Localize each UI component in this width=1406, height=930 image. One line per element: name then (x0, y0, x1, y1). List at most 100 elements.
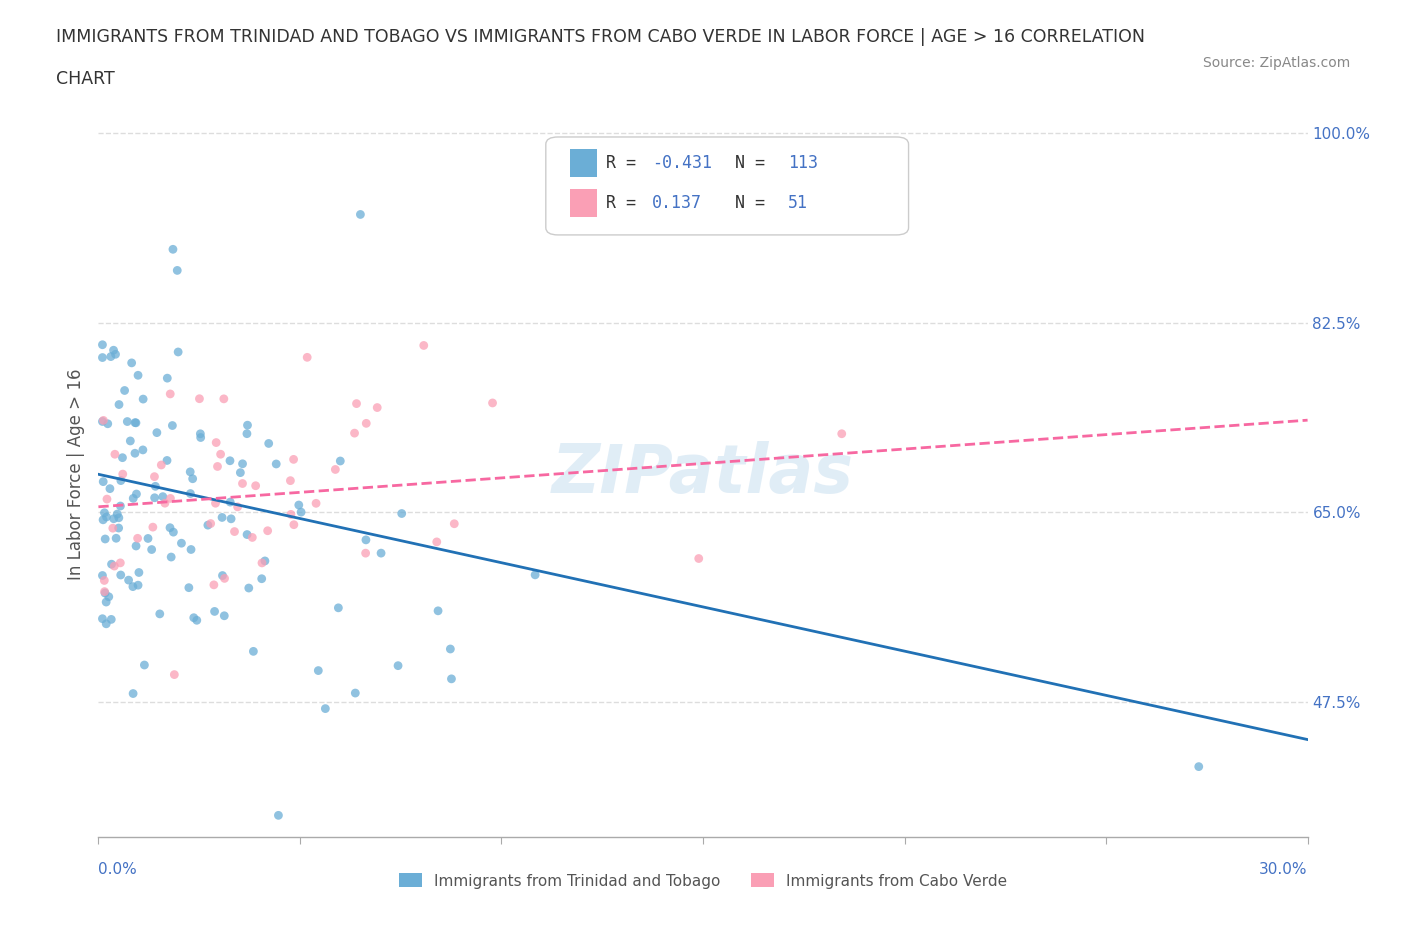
Immigrants from Trinidad and Tobago (117, 573, 139, 588)
Immigrants from Cabo Verde (205, 435, 228, 450)
Immigrants from Cabo Verde (111, 467, 134, 482)
Immigrants from Cabo Verde (231, 476, 253, 491)
Text: R =: R = (606, 154, 647, 172)
FancyBboxPatch shape (569, 150, 596, 177)
Text: 113: 113 (787, 154, 818, 172)
Immigrants from Trinidad and Tobago (439, 642, 461, 657)
Immigrants from Cabo Verde (283, 517, 305, 532)
Immigrants from Trinidad and Tobago (156, 371, 179, 386)
Immigrants from Cabo Verde (295, 350, 318, 365)
Immigrants from Trinidad and Tobago (127, 368, 149, 383)
Immigrants from Trinidad and Tobago (108, 397, 131, 412)
Immigrants from Trinidad and Tobago (91, 512, 114, 527)
Immigrants from Cabo Verde (103, 559, 125, 574)
Immigrants from Trinidad and Tobago (329, 454, 352, 469)
Immigrants from Trinidad and Tobago (219, 453, 242, 468)
Immigrants from Trinidad and Tobago (136, 531, 159, 546)
Immigrants from Trinidad and Tobago (103, 343, 125, 358)
Immigrants from Cabo Verde (150, 458, 173, 472)
Immigrants from Cabo Verde (256, 524, 278, 538)
Immigrants from Cabo Verde (443, 516, 465, 531)
Immigrants from Trinidad and Tobago (314, 701, 336, 716)
Text: 0.137: 0.137 (652, 194, 702, 212)
Immigrants from Cabo Verde (143, 470, 166, 485)
Immigrants from Cabo Verde (188, 392, 211, 406)
Immigrants from Trinidad and Tobago (105, 507, 128, 522)
Immigrants from Trinidad and Tobago (236, 527, 259, 542)
Immigrants from Trinidad and Tobago (93, 505, 115, 520)
Y-axis label: In Labor Force | Age > 16: In Labor Force | Age > 16 (66, 368, 84, 580)
Immigrants from Trinidad and Tobago (257, 436, 280, 451)
Immigrants from Trinidad and Tobago (180, 542, 202, 557)
Immigrants from Trinidad and Tobago (97, 590, 120, 604)
Immigrants from Cabo Verde (207, 459, 229, 474)
Immigrants from Trinidad and Tobago (100, 349, 122, 364)
Immigrants from Trinidad and Tobago (111, 450, 134, 465)
Immigrants from Trinidad and Tobago (97, 417, 120, 432)
Immigrants from Trinidad and Tobago (290, 505, 312, 520)
Immigrants from Cabo Verde (104, 446, 127, 461)
Immigrants from Trinidad and Tobago (162, 242, 184, 257)
Immigrants from Trinidad and Tobago (141, 542, 163, 557)
Immigrants from Trinidad and Tobago (370, 546, 392, 561)
Immigrants from Trinidad and Tobago (94, 532, 117, 547)
Immigrants from Trinidad and Tobago (267, 808, 290, 823)
Immigrants from Trinidad and Tobago (96, 510, 118, 525)
Text: CHART: CHART (56, 70, 115, 87)
Immigrants from Trinidad and Tobago (183, 610, 205, 625)
Immigrants from Cabo Verde (209, 446, 232, 461)
Immigrants from Trinidad and Tobago (253, 553, 276, 568)
Immigrants from Trinidad and Tobago (107, 521, 129, 536)
Immigrants from Cabo Verde (346, 396, 368, 411)
Immigrants from Trinidad and Tobago (387, 658, 409, 673)
Immigrants from Trinidad and Tobago (328, 601, 350, 616)
Immigrants from Trinidad and Tobago (98, 481, 121, 496)
Immigrants from Trinidad and Tobago (238, 580, 260, 595)
Immigrants from Trinidad and Tobago (211, 568, 233, 583)
Immigrants from Trinidad and Tobago (190, 426, 212, 441)
Immigrants from Cabo Verde (96, 492, 118, 507)
Immigrants from Trinidad and Tobago (124, 415, 146, 430)
Immigrants from Cabo Verde (226, 499, 249, 514)
Immigrants from Trinidad and Tobago (242, 644, 264, 658)
Immigrants from Trinidad and Tobago (264, 457, 287, 472)
FancyBboxPatch shape (546, 137, 908, 235)
Immigrants from Trinidad and Tobago (211, 510, 233, 525)
Immigrants from Cabo Verde (354, 546, 377, 561)
Immigrants from Cabo Verde (101, 521, 124, 536)
Immigrants from Trinidad and Tobago (440, 671, 463, 686)
Immigrants from Cabo Verde (93, 584, 115, 599)
Immigrants from Trinidad and Tobago (307, 663, 329, 678)
Text: N =: N = (716, 154, 775, 172)
Immigrants from Trinidad and Tobago (91, 474, 114, 489)
Immigrants from Trinidad and Tobago (114, 383, 136, 398)
Immigrants from Trinidad and Tobago (167, 344, 190, 359)
Text: R =: R = (606, 194, 647, 212)
Immigrants from Trinidad and Tobago (120, 433, 142, 448)
Text: IMMIGRANTS FROM TRINIDAD AND TOBAGO VS IMMIGRANTS FROM CABO VERDE IN LABOR FORCE: IMMIGRANTS FROM TRINIDAD AND TOBAGO VS I… (56, 28, 1146, 46)
Immigrants from Trinidad and Tobago (236, 418, 259, 432)
Immigrants from Trinidad and Tobago (152, 489, 174, 504)
Immigrants from Cabo Verde (214, 571, 236, 586)
Text: 0.0%: 0.0% (98, 862, 138, 877)
Immigrants from Cabo Verde (280, 473, 302, 488)
Immigrants from Trinidad and Tobago (156, 453, 179, 468)
Immigrants from Trinidad and Tobago (96, 617, 118, 631)
Immigrants from Trinidad and Tobago (170, 536, 193, 551)
Immigrants from Trinidad and Tobago (122, 491, 145, 506)
Immigrants from Cabo Verde (305, 496, 328, 511)
Immigrants from Trinidad and Tobago (121, 355, 143, 370)
Immigrants from Trinidad and Tobago (110, 498, 132, 513)
Immigrants from Cabo Verde (325, 462, 347, 477)
Immigrants from Trinidad and Tobago (124, 445, 146, 460)
Immigrants from Trinidad and Tobago (219, 512, 242, 526)
Immigrants from Trinidad and Tobago (391, 506, 413, 521)
Text: -0.431: -0.431 (652, 154, 713, 172)
Immigrants from Cabo Verde (93, 573, 115, 588)
Immigrants from Trinidad and Tobago (110, 567, 132, 582)
Immigrants from Cabo Verde (159, 387, 181, 402)
Immigrants from Trinidad and Tobago (132, 443, 155, 458)
Immigrants from Trinidad and Tobago (162, 525, 184, 539)
Immigrants from Trinidad and Tobago (100, 557, 122, 572)
Immigrants from Cabo Verde (240, 530, 263, 545)
